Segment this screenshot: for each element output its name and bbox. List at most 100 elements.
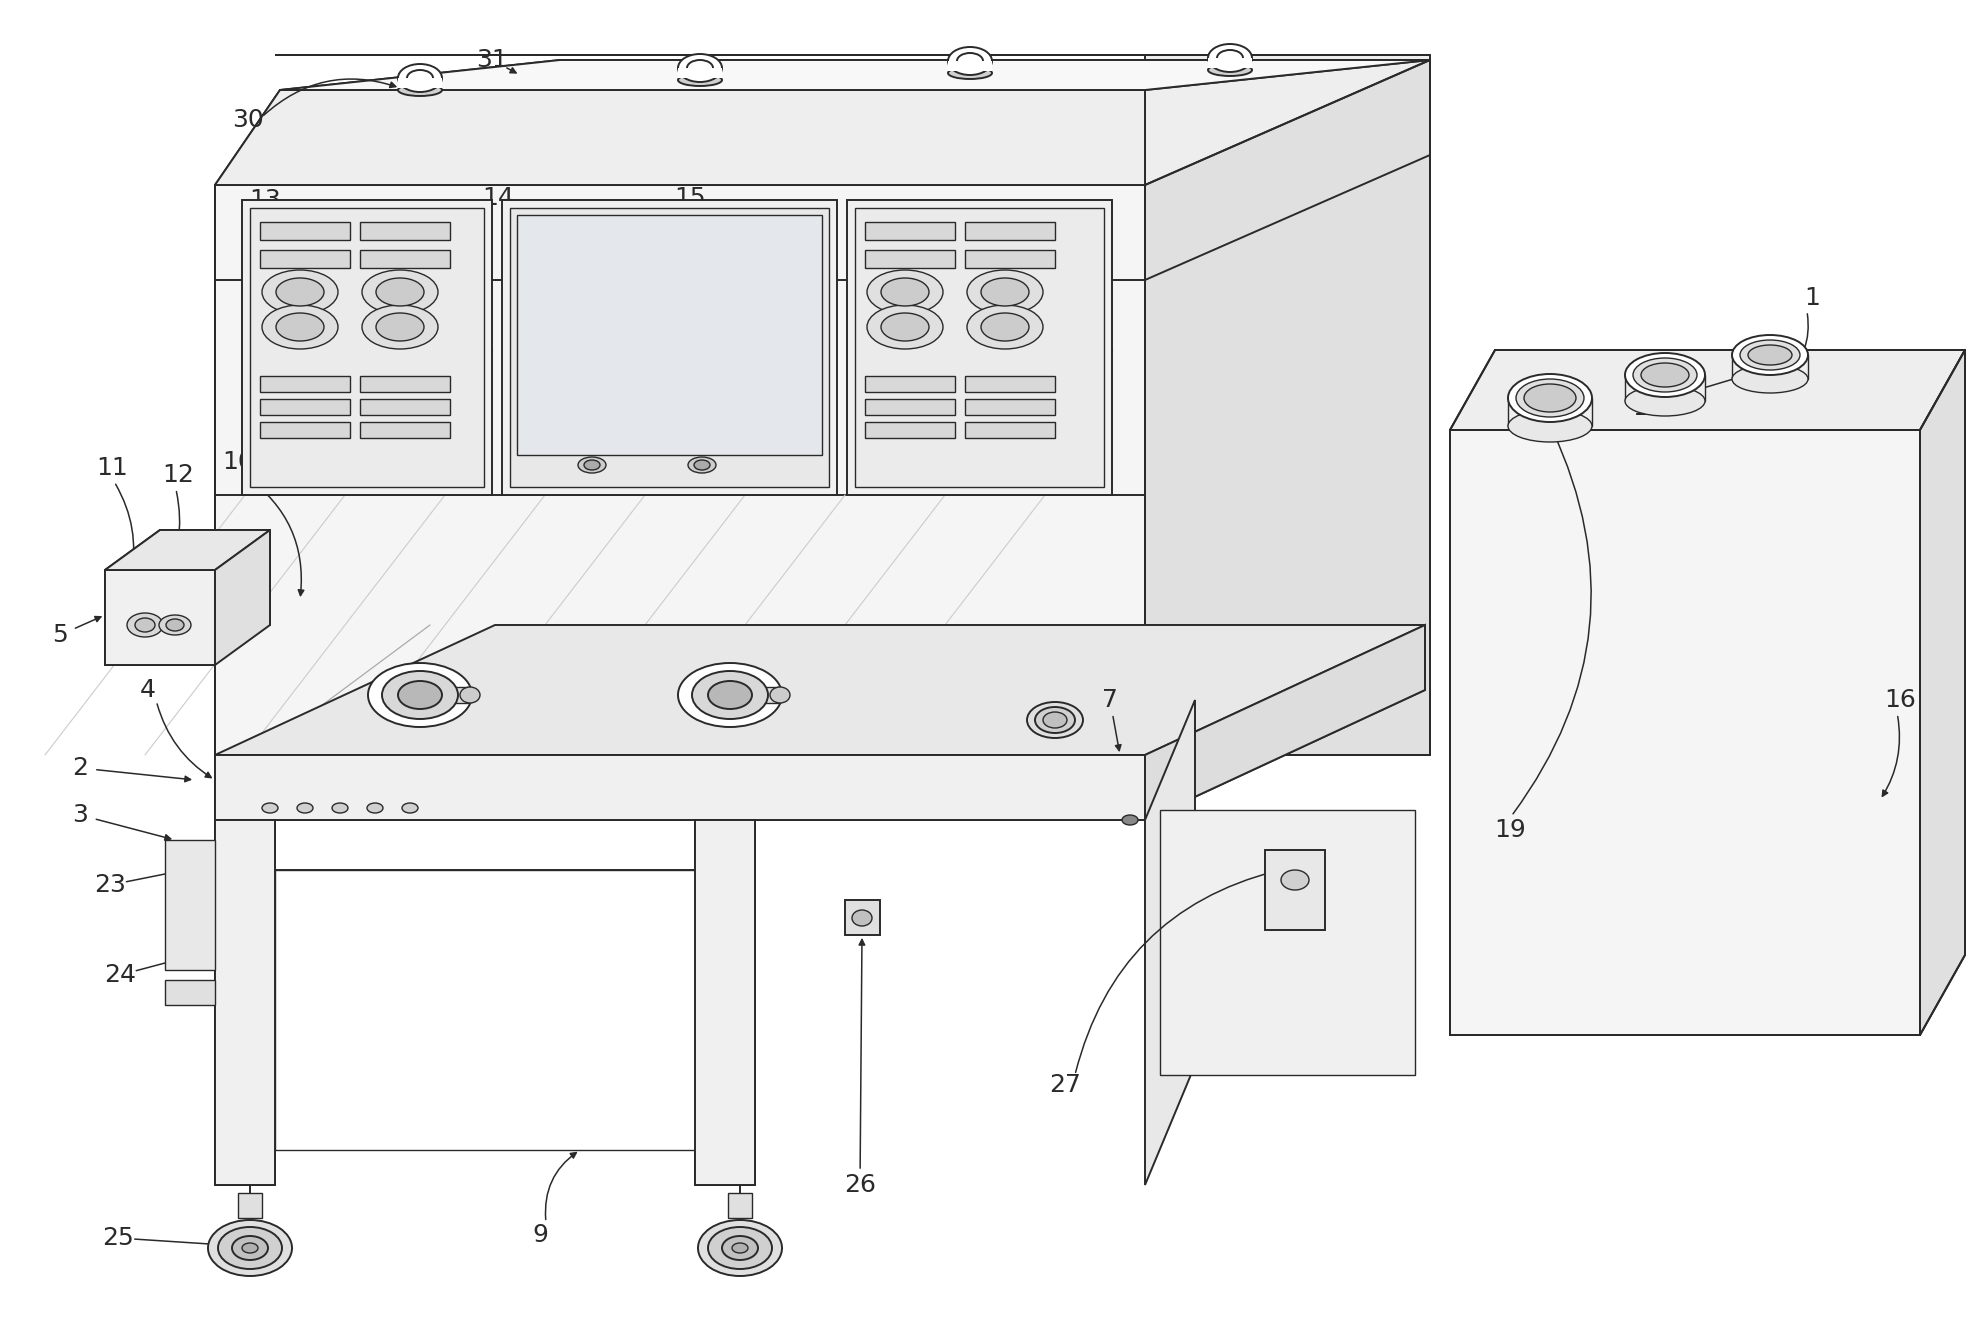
Polygon shape <box>1146 55 1429 755</box>
Bar <box>845 900 880 935</box>
Bar <box>260 223 350 240</box>
Polygon shape <box>1733 355 1808 380</box>
Ellipse shape <box>967 304 1044 349</box>
Polygon shape <box>1449 350 1965 430</box>
Polygon shape <box>1920 350 1965 1035</box>
Bar <box>965 375 1055 392</box>
Polygon shape <box>215 90 1146 185</box>
Text: 11: 11 <box>96 456 128 480</box>
Text: 7: 7 <box>1103 688 1118 712</box>
Ellipse shape <box>362 270 437 314</box>
Text: 1: 1 <box>1804 286 1819 310</box>
Bar <box>965 400 1055 414</box>
Bar <box>398 78 441 89</box>
Ellipse shape <box>709 681 752 709</box>
Bar <box>864 400 955 414</box>
Text: 15: 15 <box>673 186 705 211</box>
Ellipse shape <box>585 460 601 469</box>
Ellipse shape <box>732 1243 748 1252</box>
Ellipse shape <box>697 1220 782 1277</box>
Polygon shape <box>280 60 1429 90</box>
Ellipse shape <box>1209 44 1252 72</box>
Text: 23: 23 <box>95 873 126 897</box>
Polygon shape <box>215 819 276 1185</box>
Ellipse shape <box>297 803 313 813</box>
Text: 16: 16 <box>1884 688 1916 712</box>
Bar <box>360 375 451 392</box>
Bar <box>518 215 821 455</box>
Ellipse shape <box>376 312 423 341</box>
Bar <box>947 60 992 71</box>
Ellipse shape <box>677 662 782 727</box>
Ellipse shape <box>1516 380 1583 417</box>
Ellipse shape <box>1624 386 1705 416</box>
Ellipse shape <box>1624 353 1705 397</box>
Ellipse shape <box>947 67 992 79</box>
Polygon shape <box>1146 700 1195 1185</box>
Bar <box>750 687 780 703</box>
Ellipse shape <box>1733 365 1808 393</box>
Ellipse shape <box>1122 815 1138 825</box>
Bar <box>238 1193 262 1218</box>
Ellipse shape <box>1028 701 1083 738</box>
Polygon shape <box>104 570 215 665</box>
Ellipse shape <box>398 681 441 709</box>
Text: 14: 14 <box>482 186 514 211</box>
Bar <box>439 687 471 703</box>
Ellipse shape <box>957 54 983 68</box>
Ellipse shape <box>1217 50 1242 66</box>
Text: 13: 13 <box>250 188 282 212</box>
Ellipse shape <box>376 278 423 306</box>
Text: 4: 4 <box>140 679 156 701</box>
Bar <box>260 375 350 392</box>
Ellipse shape <box>853 911 872 927</box>
Ellipse shape <box>262 803 278 813</box>
Polygon shape <box>215 530 270 665</box>
Bar <box>360 249 451 268</box>
Polygon shape <box>215 185 1146 755</box>
Ellipse shape <box>126 613 163 637</box>
Text: 19: 19 <box>1494 818 1526 842</box>
Bar <box>260 400 350 414</box>
Bar <box>965 422 1055 439</box>
Bar <box>250 208 484 487</box>
Bar <box>1160 810 1416 1075</box>
Text: 25: 25 <box>102 1226 134 1250</box>
Polygon shape <box>215 755 1146 819</box>
Bar <box>965 249 1055 268</box>
Bar <box>360 223 451 240</box>
Ellipse shape <box>1036 707 1075 734</box>
Ellipse shape <box>1741 341 1800 370</box>
Bar <box>855 208 1105 487</box>
Polygon shape <box>502 200 837 495</box>
Ellipse shape <box>693 460 711 469</box>
Ellipse shape <box>276 278 325 306</box>
Bar <box>360 400 451 414</box>
Ellipse shape <box>276 312 325 341</box>
Bar <box>165 839 215 970</box>
Bar <box>276 870 695 1151</box>
Bar <box>260 249 350 268</box>
Ellipse shape <box>866 270 943 314</box>
Polygon shape <box>221 190 1146 755</box>
Polygon shape <box>1146 625 1426 819</box>
Bar <box>360 422 451 439</box>
Ellipse shape <box>1044 712 1067 728</box>
Ellipse shape <box>677 74 723 86</box>
Ellipse shape <box>880 278 929 306</box>
Polygon shape <box>1624 375 1705 401</box>
Text: 18: 18 <box>1632 396 1664 420</box>
Bar <box>1264 850 1325 931</box>
Ellipse shape <box>1508 410 1593 443</box>
Ellipse shape <box>136 618 156 632</box>
Bar <box>864 249 955 268</box>
Ellipse shape <box>461 687 480 703</box>
Ellipse shape <box>382 670 459 719</box>
Text: 27: 27 <box>1049 1073 1081 1097</box>
Text: 8: 8 <box>1262 908 1278 932</box>
Ellipse shape <box>770 687 790 703</box>
Ellipse shape <box>165 620 183 632</box>
Text: 26: 26 <box>845 1173 876 1198</box>
Ellipse shape <box>880 312 929 341</box>
Polygon shape <box>1508 398 1593 426</box>
